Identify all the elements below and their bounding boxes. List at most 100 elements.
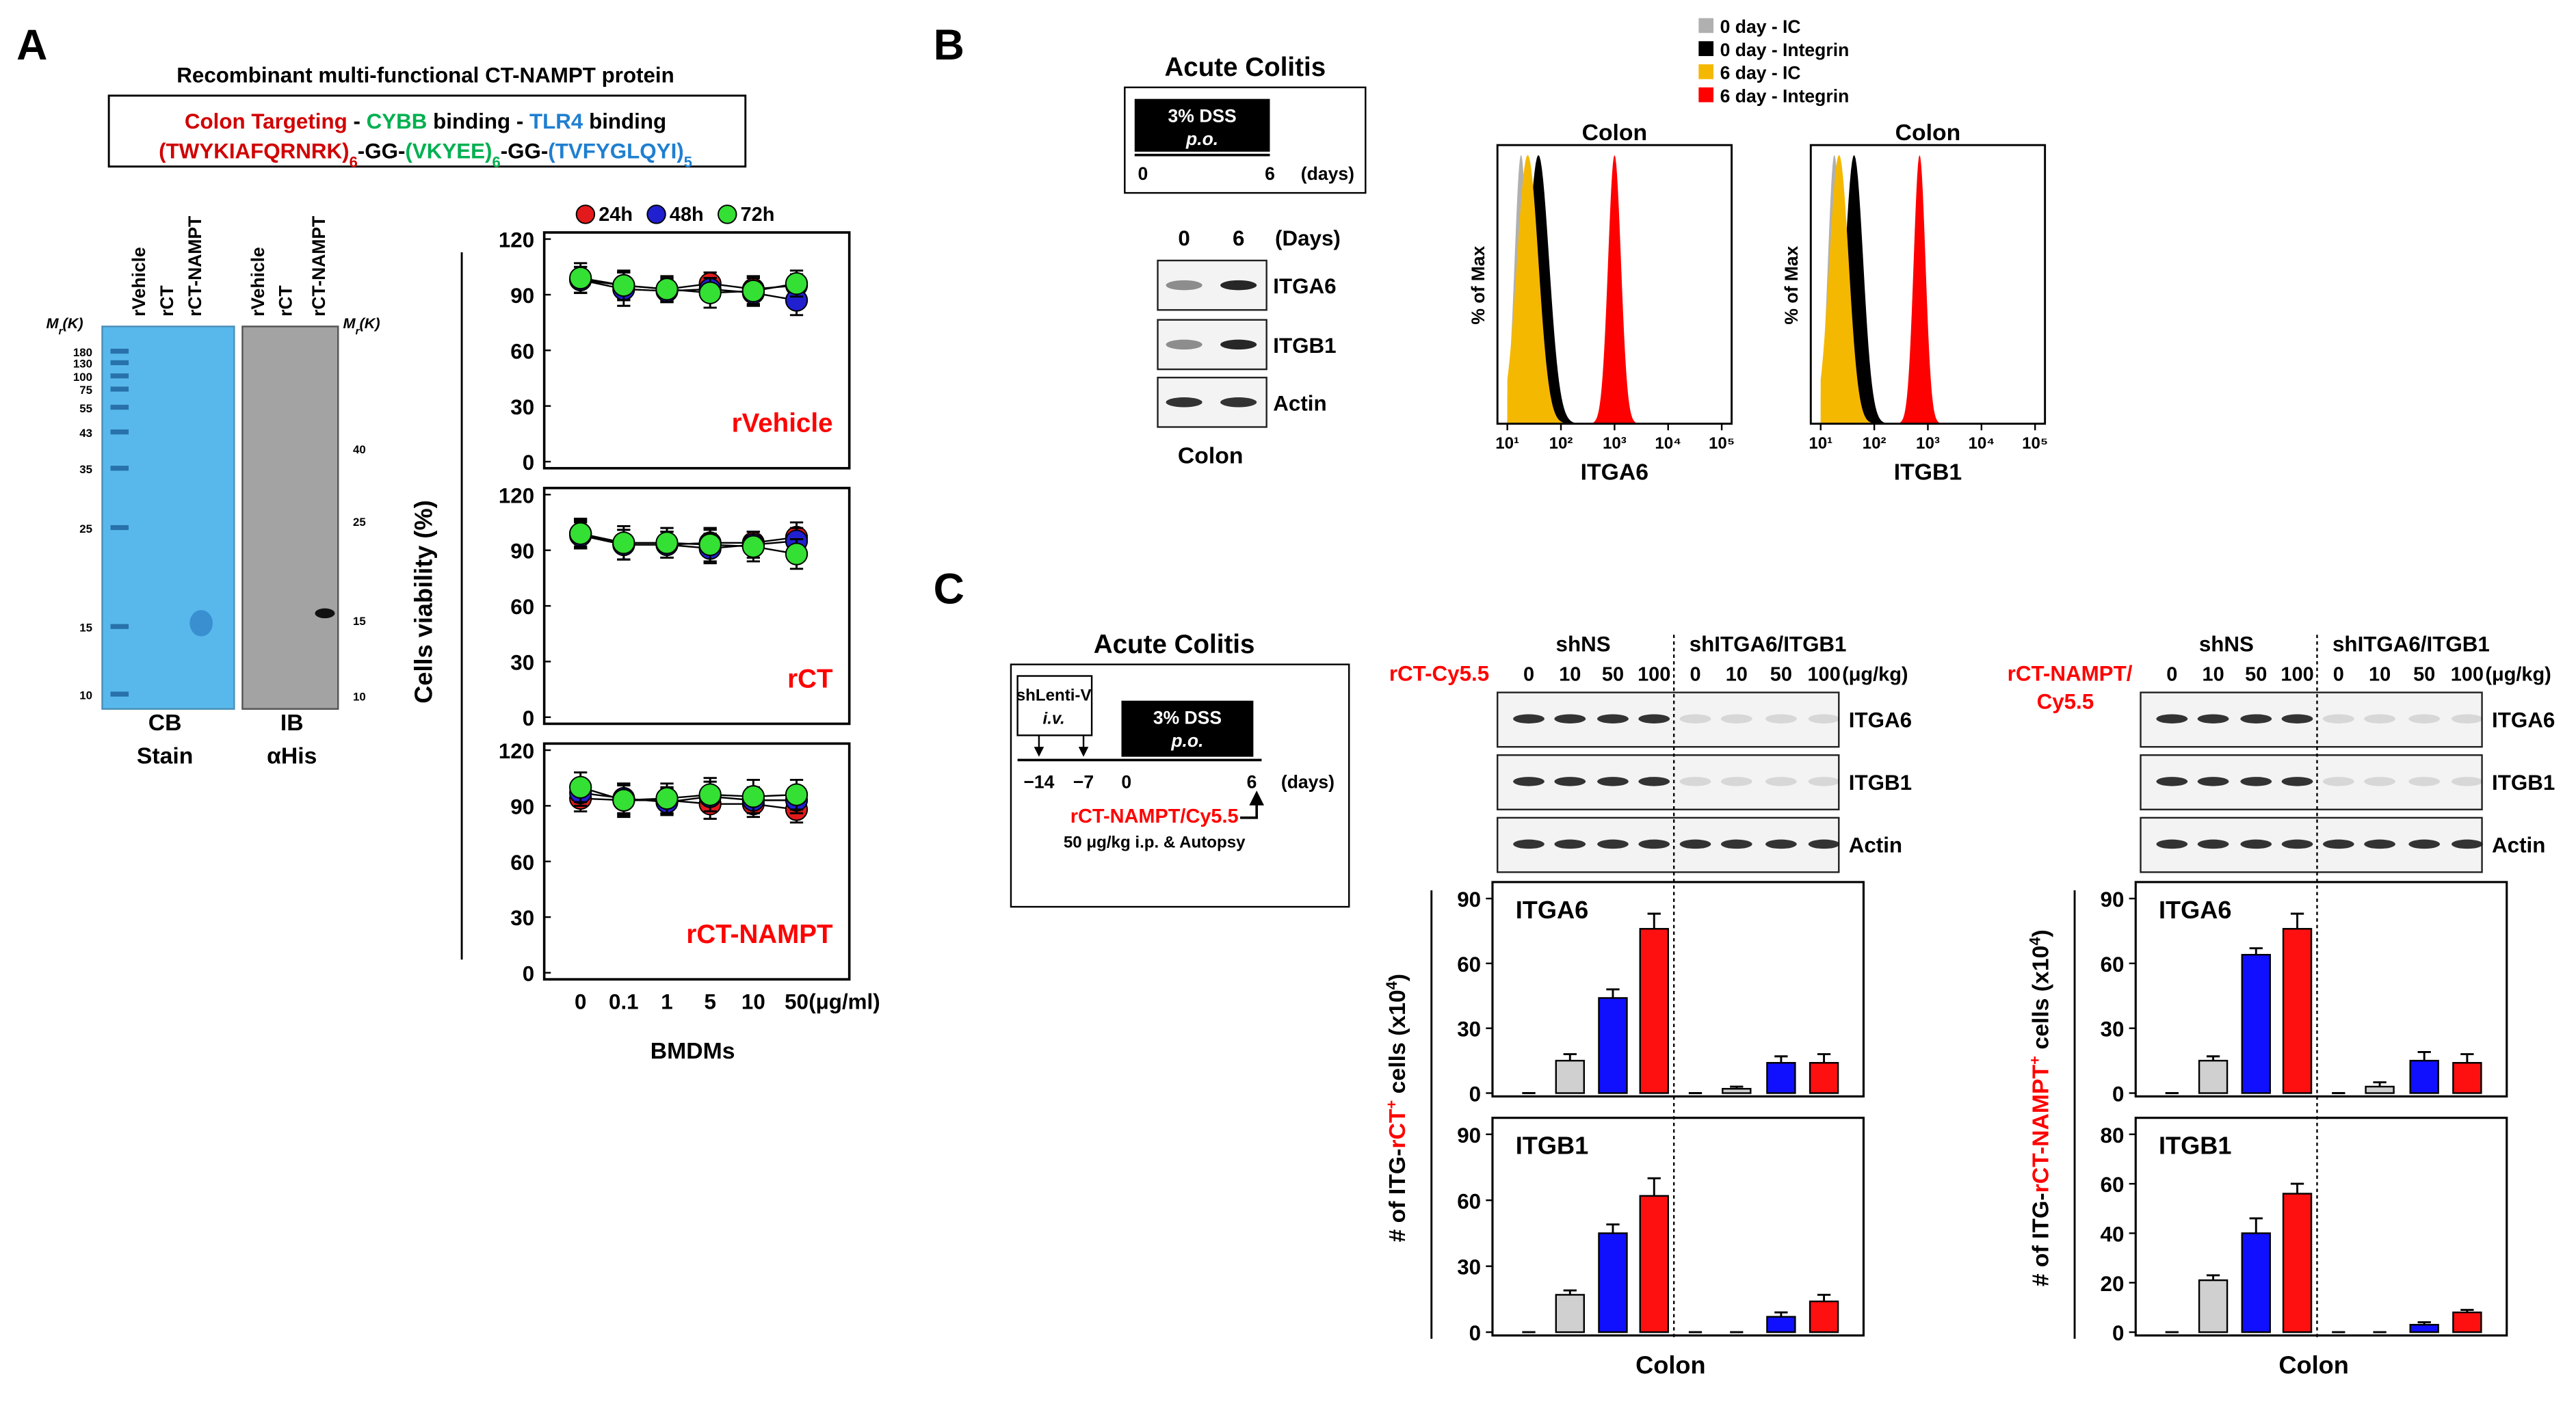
legend-label: 48h (670, 204, 704, 226)
bar (2198, 1279, 2229, 1333)
dose-label: 100 (1638, 664, 1670, 686)
bar (1598, 1232, 1628, 1333)
ladder-band (110, 348, 129, 354)
data-point (698, 783, 722, 806)
y-tick-label: 0 (523, 706, 534, 730)
y-tick-label: 60 (510, 339, 534, 363)
dose-label: 10 (2202, 664, 2224, 686)
blot-band (1638, 777, 1670, 786)
dose-label: 10 (2369, 664, 2391, 686)
group-label: shNS (1556, 632, 1611, 656)
x-tick-label: 10¹ (1809, 434, 1832, 453)
error-bar (1606, 988, 1620, 998)
data-point (569, 266, 592, 290)
y-tick-label: 30 (2101, 1018, 2125, 1041)
ladder-band (110, 691, 129, 697)
error-bar (1774, 1055, 1788, 1063)
text-part: Colon Targeting (185, 109, 347, 133)
text-part: ) (2027, 929, 2053, 937)
blot-band (2451, 839, 2483, 849)
blot-band (1765, 839, 1797, 849)
day-label: 0 (1121, 771, 1131, 792)
y-tick-label: 90 (1457, 888, 1481, 912)
blot-band (1765, 714, 1797, 723)
blot-band (2281, 777, 2313, 786)
bar (2452, 1062, 2482, 1094)
plot-frame (1491, 881, 1865, 1098)
text-part: r (59, 325, 64, 336)
dose-label: 10 (1726, 664, 1748, 686)
bar (1766, 1062, 1796, 1094)
chart-title: ITGA6 (2159, 896, 2231, 924)
text-part: CYBB (367, 109, 428, 133)
blot-row-label: ITGA6 (1849, 708, 1912, 732)
text-part: (K) (359, 315, 380, 332)
y-tick-label: 40 (2101, 1222, 2125, 1246)
blot-row-label: ITGA6 (2492, 708, 2555, 732)
y-tick-label: 20 (2101, 1272, 2125, 1296)
plot-frame (1491, 1117, 1865, 1337)
marker-label: 15 (353, 615, 366, 628)
blot-row-label: Actin (2492, 833, 2545, 857)
text-part: + (2026, 1056, 2043, 1065)
x-tick-label: 10¹ (1495, 434, 1519, 453)
x-axis-label: Colon (1635, 1351, 1705, 1379)
day-unit: (days) (1301, 163, 1354, 184)
blot-band (1513, 777, 1545, 786)
chart-title: ITGB1 (2159, 1132, 2231, 1160)
chart-title: Colon (1582, 120, 1648, 146)
blot-band (1166, 397, 1202, 408)
text-part: binding (583, 109, 666, 133)
dose-label: 0 (1690, 664, 1700, 686)
blot-tissue: Colon (1178, 442, 1244, 468)
blot-band (2408, 839, 2441, 849)
group-label: shNS (2199, 632, 2254, 656)
x-tick-label: 0.1 (609, 990, 639, 1014)
marker-label: 35 (79, 463, 92, 476)
error-bar (2290, 1182, 2304, 1194)
marker-label: 180 (73, 346, 92, 359)
blot-band (2156, 839, 2188, 849)
arrow (1240, 791, 1265, 819)
data-point (655, 531, 679, 555)
blot-band (1679, 777, 1711, 786)
text-part: - (347, 109, 367, 133)
error-bar (2460, 1053, 2474, 1063)
blot-row-label: Actin (1273, 391, 1326, 415)
bar (1766, 1316, 1796, 1333)
y-axis-label: # of ITG-rCT-NAMPT+ cells (x104) (2026, 929, 2054, 1286)
legend-swatch (1698, 18, 1714, 34)
y-tick-label: 30 (1457, 1256, 1481, 1279)
blot-band (1765, 777, 1797, 786)
lane-label: rCT (157, 285, 177, 317)
day-unit: (days) (1281, 771, 1335, 792)
blot-band (2322, 714, 2354, 723)
blot-band (1220, 397, 1257, 408)
plot-frame (2134, 1117, 2508, 1337)
dose-label: 0 (1523, 664, 1534, 686)
x-tick-label: 10⁴ (1655, 434, 1681, 453)
data-point (698, 281, 722, 304)
y-tick-label: 90 (510, 540, 534, 563)
group-label: shITGA6/ITGB1 (1690, 632, 1847, 656)
dose-label: 50 (1602, 664, 1624, 686)
x-tick-label: 0 (575, 990, 586, 1014)
lane-label: rVehicle (129, 247, 149, 317)
y-tick-label: 90 (510, 795, 534, 819)
bar (2241, 1232, 2271, 1333)
schematic-box (1124, 86, 1367, 194)
y-axis-label: % of Max (1468, 245, 1488, 324)
construct-box (107, 94, 747, 168)
bar (1598, 997, 1628, 1094)
text-part: (TVFYGLQYI) (548, 139, 683, 163)
blot-band (2322, 839, 2354, 849)
ib-blot (241, 326, 339, 710)
blot-band (1513, 714, 1545, 723)
text-part: M (47, 315, 60, 332)
reagent-label: Cy5.5 (2037, 690, 2094, 714)
marker-label: 55 (79, 402, 92, 415)
x-tick-label: 5 (704, 990, 715, 1014)
data-point (655, 786, 679, 810)
blot-band (1597, 777, 1629, 786)
